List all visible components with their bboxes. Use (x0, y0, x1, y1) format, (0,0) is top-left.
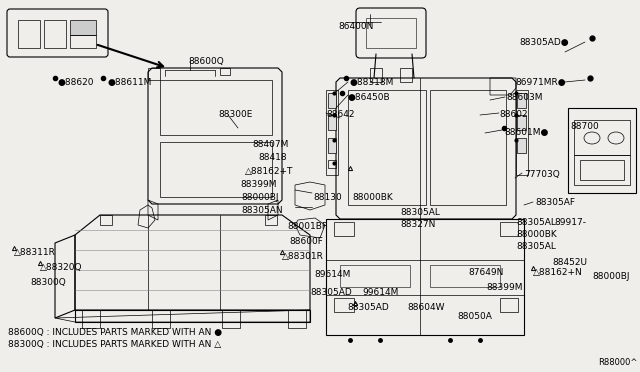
Text: ●88620: ●88620 (57, 78, 93, 87)
Text: 86971MR●: 86971MR● (515, 78, 566, 87)
Bar (328, 93, 336, 108)
Text: △88311R: △88311R (14, 248, 56, 257)
Text: 88305AD: 88305AD (347, 303, 388, 312)
Text: 89917-: 89917- (554, 218, 586, 227)
Bar (568, 108, 636, 193)
Bar (160, 80, 272, 135)
Bar (160, 142, 272, 197)
Text: 88600F: 88600F (289, 237, 323, 246)
Bar (328, 138, 336, 153)
Text: 88600Q: 88600Q (188, 57, 224, 66)
Text: 88602: 88602 (499, 110, 527, 119)
Text: R88000^: R88000^ (598, 358, 637, 367)
Text: 88601M●: 88601M● (504, 128, 548, 137)
Text: 88600Q : INCLUDES PARTS MARKED WITH AN ●: 88600Q : INCLUDES PARTS MARKED WITH AN ● (8, 328, 222, 337)
Text: 99614M: 99614M (362, 288, 398, 297)
Bar (430, 90, 506, 205)
Bar (152, 310, 170, 328)
Text: ●88318M: ●88318M (350, 78, 394, 87)
Bar (334, 222, 354, 236)
Bar (70, 35, 96, 48)
Text: 88000BJ: 88000BJ (592, 272, 630, 281)
Bar (517, 115, 526, 130)
Text: 88305AD: 88305AD (310, 288, 352, 297)
Text: 88452U: 88452U (552, 258, 587, 267)
Text: 88300E: 88300E (218, 110, 252, 119)
Text: 88327N: 88327N (400, 220, 435, 229)
Bar (44, 20, 66, 48)
Bar (580, 160, 624, 180)
Text: 88305AL: 88305AL (516, 242, 556, 251)
Text: 88300Q : INCLUDES PARTS MARKED WITH AN △: 88300Q : INCLUDES PARTS MARKED WITH AN △ (8, 340, 221, 349)
Bar (370, 68, 382, 82)
Bar (500, 298, 518, 312)
Bar (288, 310, 306, 328)
Text: ●86450B: ●86450B (348, 93, 390, 102)
Bar (348, 90, 426, 205)
Bar (334, 298, 354, 312)
Text: 88305AF: 88305AF (535, 198, 575, 207)
Bar (328, 115, 336, 130)
Text: ●88611M: ●88611M (107, 78, 152, 87)
Text: 88399M: 88399M (486, 283, 522, 292)
Text: 88700: 88700 (570, 122, 599, 131)
Text: 88305AN: 88305AN (241, 206, 283, 215)
Text: 89614M: 89614M (314, 270, 350, 279)
Text: 88000BK: 88000BK (352, 193, 393, 202)
Bar (430, 265, 500, 287)
Bar (18, 20, 40, 48)
Text: 88050A: 88050A (457, 312, 492, 321)
Text: 88305AD●: 88305AD● (519, 38, 568, 47)
Text: 88300Q: 88300Q (30, 278, 66, 287)
Text: 88407M: 88407M (252, 140, 289, 149)
Text: 77703Q: 77703Q (524, 170, 560, 179)
Text: △88162+N: △88162+N (533, 268, 583, 277)
Text: 88418: 88418 (258, 153, 287, 162)
Text: 87649N: 87649N (468, 268, 504, 277)
Bar (366, 18, 416, 48)
Bar (70, 20, 96, 35)
Text: △88162+T: △88162+T (245, 167, 293, 176)
Bar (517, 138, 526, 153)
Text: △88301R: △88301R (282, 252, 324, 261)
Bar (340, 265, 410, 287)
Text: 88001BF: 88001BF (287, 222, 327, 231)
Bar (328, 160, 336, 168)
Text: 88642: 88642 (326, 110, 355, 119)
Text: 88604W: 88604W (407, 303, 445, 312)
Bar (400, 68, 412, 82)
Text: 86400N: 86400N (338, 22, 373, 31)
Text: 88130: 88130 (313, 193, 342, 202)
Text: 88000BJ: 88000BJ (241, 193, 278, 202)
Text: 88603M: 88603M (506, 93, 543, 102)
Text: 88305AL: 88305AL (400, 208, 440, 217)
Bar (500, 222, 518, 236)
Bar (82, 310, 100, 328)
Text: 88305AL: 88305AL (516, 218, 556, 227)
Text: 88399M: 88399M (240, 180, 276, 189)
Text: △88320Q: △88320Q (40, 263, 83, 272)
Text: 88000BK: 88000BK (516, 230, 557, 239)
Bar (222, 310, 240, 328)
Bar (517, 93, 526, 108)
